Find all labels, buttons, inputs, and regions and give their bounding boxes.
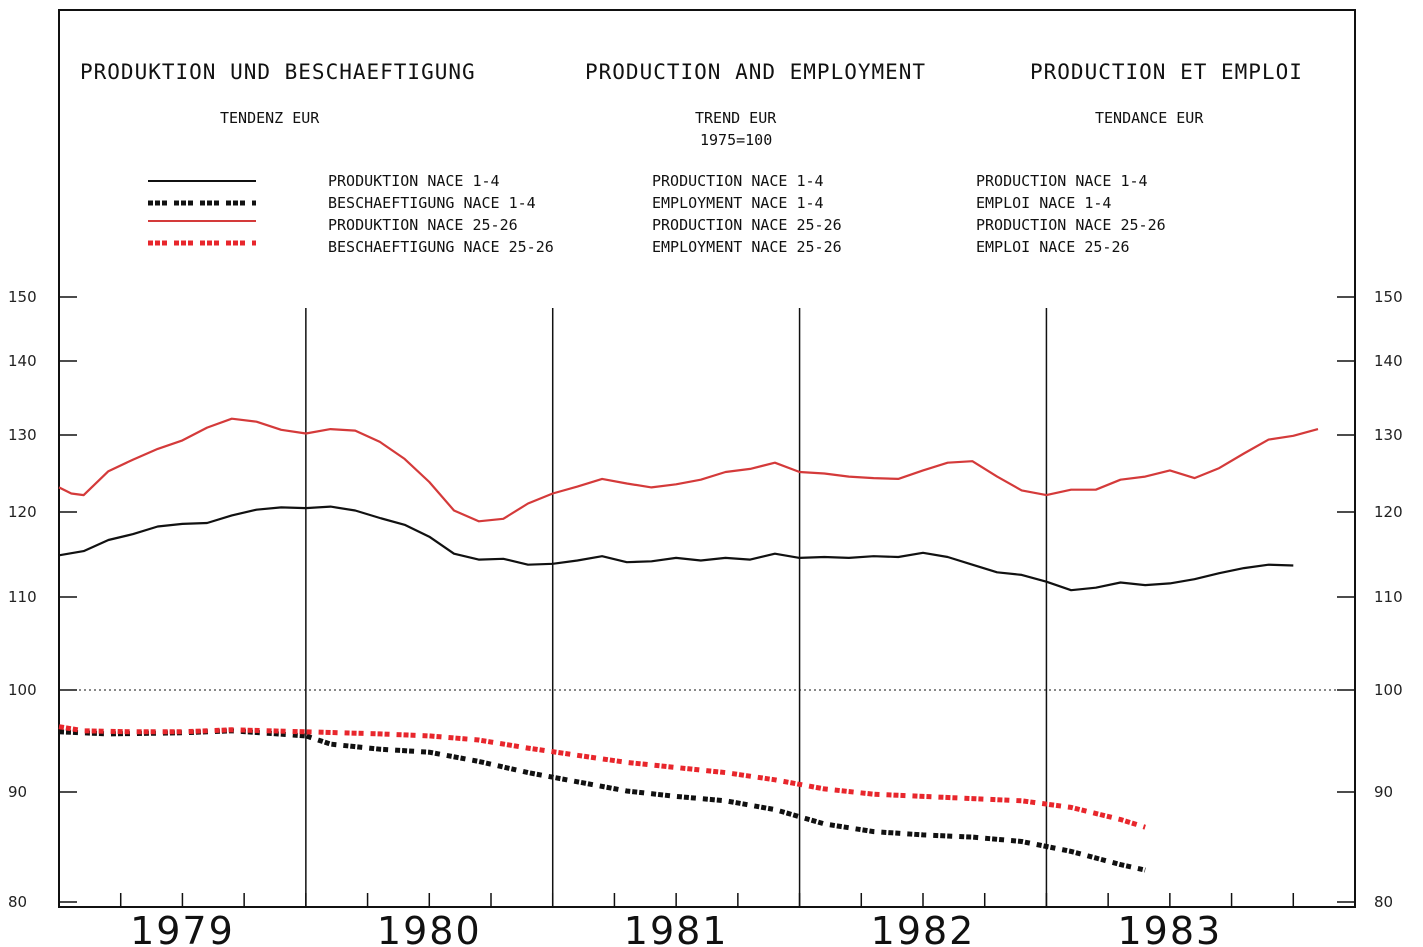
series-line-3 — [58, 417, 1319, 523]
year-label: 1982 — [871, 909, 976, 947]
y-tick-label-left: 80 — [8, 893, 27, 911]
legend-fr-1: PRODUCTION NACE 1-4 — [976, 172, 1148, 190]
y-tick-label-left: 140 — [8, 352, 37, 370]
legend-en-2: EMPLOYMENT NACE 1-4 — [652, 194, 824, 212]
year-label: 1981 — [624, 909, 729, 947]
subtitle-de: TENDENZ EUR — [220, 109, 320, 127]
title-de: PRODUKTION UND BESCHAEFTIGUNG — [80, 60, 476, 84]
title-fr: PRODUCTION ET EMPLOI — [1030, 60, 1303, 84]
subtitle-fr: TENDANCE EUR — [1095, 109, 1204, 127]
subtitle-en: TREND EUR — [695, 109, 777, 127]
year-label: 1979 — [130, 909, 235, 947]
y-tick-label-left: 110 — [8, 588, 37, 606]
y-tick-label-left: 100 — [8, 681, 37, 699]
axes-layer: 80 80 90 90 100 100 110 110 120 120 130 130 140 140 15… — [8, 288, 1403, 947]
chart-frame — [58, 9, 1356, 908]
legend-fr-2: EMPLOI NACE 1-4 — [976, 194, 1111, 212]
y-tick-label-right: 140 — [1374, 352, 1403, 370]
y-tick-label-left: 120 — [8, 503, 37, 521]
legend-de-1: PRODUKTION NACE 1-4 — [328, 172, 500, 190]
y-tick-label-left: 130 — [8, 426, 37, 444]
legend-en-3: PRODUCTION NACE 25-26 — [652, 216, 842, 234]
legend-de-4: BESCHAEFTIGUNG NACE 25-26 — [328, 238, 554, 256]
y-tick-label-right: 120 — [1374, 503, 1403, 521]
series-line-4 — [58, 724, 1146, 830]
title-en: PRODUCTION AND EMPLOYMENT — [585, 60, 926, 84]
y-tick-label-right: 150 — [1374, 288, 1403, 306]
year-label: 1980 — [377, 909, 482, 947]
series-line-2 — [58, 728, 1146, 873]
legend-de-3: PRODUKTION NACE 25-26 — [328, 216, 518, 234]
legend-en-1: PRODUCTION NACE 1-4 — [652, 172, 824, 190]
subtitle-en-base: 1975=100 — [700, 131, 772, 149]
y-tick-label-left: 150 — [8, 288, 37, 306]
y-tick-label-right: 110 — [1374, 588, 1403, 606]
y-tick-label-right: 80 — [1374, 893, 1393, 911]
y-tick-label-left: 90 — [8, 783, 27, 801]
series-layer — [58, 417, 1319, 873]
legend-de-2: BESCHAEFTIGUNG NACE 1-4 — [328, 194, 536, 212]
y-tick-label-right: 100 — [1374, 681, 1403, 699]
series-line-1 — [58, 505, 1294, 592]
y-tick-label-right: 90 — [1374, 783, 1393, 801]
y-tick-label-right: 130 — [1374, 426, 1403, 444]
year-label: 1983 — [1117, 909, 1222, 947]
legend-en-4: EMPLOYMENT NACE 25-26 — [652, 238, 842, 256]
legend-fr-3: PRODUCTION NACE 25-26 — [976, 216, 1166, 234]
legend-fr-4: EMPLOI NACE 25-26 — [976, 238, 1130, 256]
